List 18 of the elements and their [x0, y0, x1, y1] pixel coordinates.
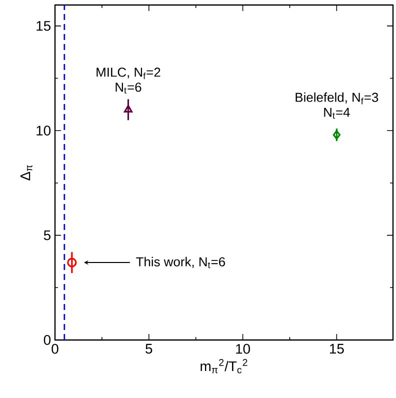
annotation: Bielefeld, N$_{f}$=3	[296, 92, 378, 104]
annotation: N$_{t}$=6	[116, 82, 142, 94]
x-tick-label: 5	[146, 344, 152, 354]
point	[124, 104, 132, 112]
x-axis-title: m$_{π}$$^{2}$/T$_{c}$2	[200, 359, 248, 374]
x-tick-label: 0	[52, 344, 58, 354]
annotation: N$_{t}$=4	[324, 108, 350, 119]
point	[67, 258, 77, 268]
y-tick-label: 15	[36, 21, 50, 31]
y-tick-label: 0	[44, 335, 51, 345]
y-axis-title: Δ$_{π}$	[20, 165, 32, 180]
annotation: MILC, N$_{f}$=2	[96, 68, 160, 80]
point	[332, 130, 340, 140]
annotation: This work, N$_{t}$=6	[136, 256, 225, 268]
y-tick-label: 10	[36, 126, 51, 136]
x-tick-label: 15	[330, 344, 344, 354]
x-tick-label: 10	[236, 344, 250, 354]
y-tick-label: 5	[44, 230, 50, 240]
